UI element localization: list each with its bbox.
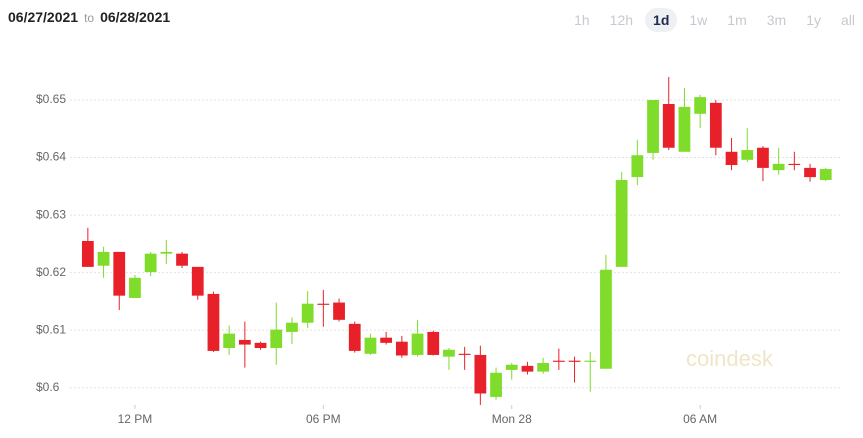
period-button[interactable]: 1d	[645, 8, 678, 32]
y-tick-label: $0.6	[36, 380, 60, 394]
candle-body	[191, 266, 204, 296]
candle-body	[144, 253, 157, 273]
x-tick-label: 06 AM	[683, 412, 717, 426]
candle-body	[207, 293, 220, 351]
candle-body	[333, 302, 345, 320]
period-button[interactable]: 1h	[574, 12, 590, 28]
candle-body	[286, 322, 298, 332]
y-tick-label: $0.64	[36, 150, 66, 164]
candle-body	[709, 102, 722, 148]
candle-body	[694, 97, 707, 114]
date-range: 06/27/2021 to 06/28/2021	[8, 9, 170, 25]
candle-body	[254, 342, 267, 349]
y-tick-label: $0.65	[36, 92, 66, 106]
period-button[interactable]: 1y	[806, 12, 821, 28]
candle-body	[819, 169, 832, 180]
candle-body	[129, 277, 141, 298]
candle-body	[81, 240, 94, 267]
x-tick-label: 06 PM	[306, 412, 341, 426]
candle-body	[662, 104, 675, 148]
candle-body	[238, 339, 251, 345]
watermark: coindesk	[686, 346, 773, 371]
candle-body	[97, 251, 110, 266]
candle-body	[380, 337, 393, 343]
candle-body	[443, 349, 455, 357]
candle-body	[647, 99, 659, 153]
candle-body	[395, 341, 408, 356]
candle-body	[757, 147, 769, 168]
candle-body	[301, 303, 314, 323]
candle-body	[160, 251, 173, 254]
period-button[interactable]: 1w	[689, 12, 708, 28]
y-tick-label: $0.61	[36, 322, 66, 336]
candle-body	[348, 323, 361, 351]
period-button[interactable]: all	[840, 12, 855, 28]
candle-body	[552, 360, 565, 362]
candle-body	[490, 372, 502, 397]
candle-body	[772, 163, 785, 171]
period-button[interactable]: 3m	[766, 12, 787, 28]
period-button[interactable]: 12h	[609, 12, 634, 28]
candle-body	[364, 337, 377, 354]
candle-body	[176, 253, 188, 266]
candle-body	[537, 362, 550, 372]
candle-body	[317, 303, 330, 305]
candle-body	[741, 150, 754, 160]
candle-body	[505, 364, 518, 370]
candle-body	[270, 329, 283, 349]
candle-body	[427, 331, 440, 355]
candle-body	[113, 251, 126, 296]
x-tick-label: Mon 28	[492, 412, 532, 426]
y-tick-label: $0.63	[36, 207, 66, 221]
candle-body	[474, 354, 487, 394]
candle-body	[725, 151, 738, 166]
period-buttons: 1h 12h 1d 1w 1m 3m 1y all	[562, 8, 863, 32]
to-label: to	[84, 11, 95, 25]
candle-body	[568, 360, 581, 362]
candle-body	[804, 167, 816, 178]
candle-body	[458, 353, 471, 355]
candle-body	[584, 360, 597, 362]
candle-body	[631, 155, 644, 178]
candle-body	[788, 163, 801, 166]
candle-body	[223, 333, 236, 349]
candle-body	[600, 269, 612, 369]
x-tick-label: 12 PM	[118, 412, 153, 426]
start-date: 06/27/2021	[8, 9, 79, 25]
y-tick-label: $0.62	[36, 265, 66, 279]
period-button[interactable]: 1m	[727, 12, 747, 28]
candle-body	[615, 179, 628, 267]
candle-body	[678, 106, 691, 152]
candle-body	[411, 333, 424, 355]
end-date: 06/28/2021	[100, 9, 171, 25]
candle-body	[521, 365, 534, 372]
